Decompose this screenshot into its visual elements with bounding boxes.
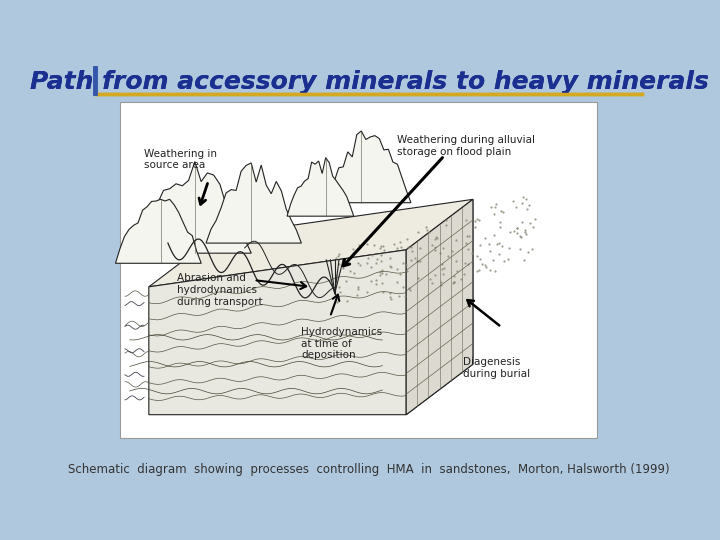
Text: Diagenesis
during burial: Diagenesis during burial <box>464 357 531 379</box>
Polygon shape <box>206 163 302 243</box>
Text: Hydrodynamics
at time of
deposition: Hydrodynamics at time of deposition <box>302 327 382 360</box>
Text: Abrasion and
hydrodynamics
during transport: Abrasion and hydrodynamics during transp… <box>177 273 263 307</box>
Polygon shape <box>406 199 473 415</box>
Text: Weathering during alluvial
storage on flood plain: Weathering during alluvial storage on fl… <box>397 136 535 157</box>
Text: Weathering in
source area: Weathering in source area <box>144 149 217 171</box>
Polygon shape <box>287 158 354 216</box>
Polygon shape <box>132 161 251 253</box>
Polygon shape <box>149 199 473 287</box>
Text: Schematic  diagram  showing  processes  controlling  HMA  in  sandstones,  Morto: Schematic diagram showing processes cont… <box>68 463 670 476</box>
Polygon shape <box>406 199 473 415</box>
Polygon shape <box>149 250 406 415</box>
Bar <box>120 102 597 438</box>
Polygon shape <box>325 131 411 202</box>
Text: Path from accessory minerals to heavy minerals: Path from accessory minerals to heavy mi… <box>30 70 708 94</box>
Text: Path from accessory minerals to heavy minerals: Path from accessory minerals to heavy mi… <box>30 70 708 94</box>
Polygon shape <box>115 199 202 264</box>
